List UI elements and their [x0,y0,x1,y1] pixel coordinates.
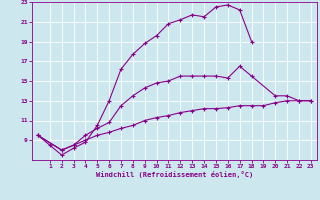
X-axis label: Windchill (Refroidissement éolien,°C): Windchill (Refroidissement éolien,°C) [96,171,253,178]
